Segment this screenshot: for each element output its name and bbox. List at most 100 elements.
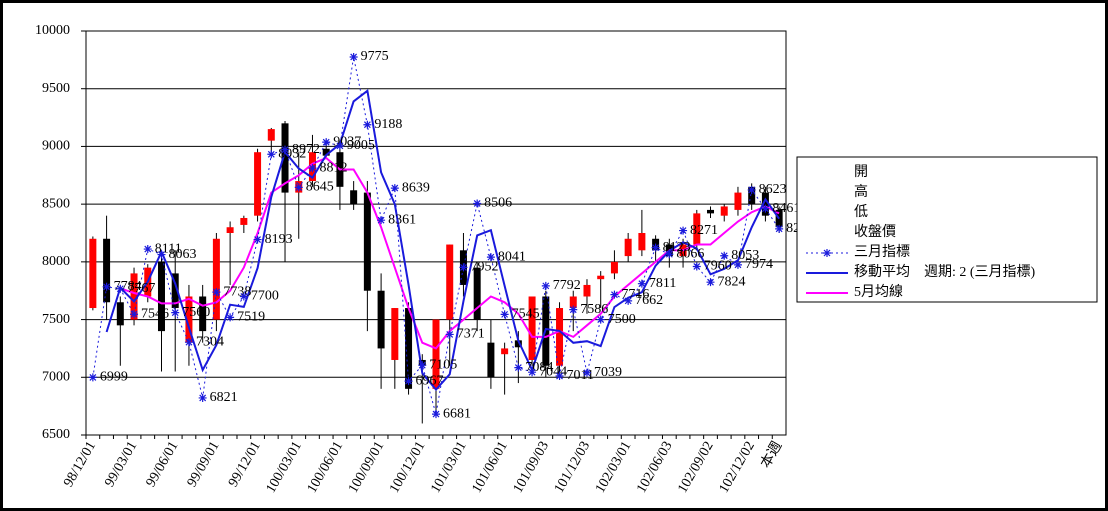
star-marker: [733, 260, 742, 269]
candle-body: [199, 296, 207, 332]
star-marker: [665, 250, 674, 259]
star-marker: [514, 363, 523, 372]
candle-body: [473, 267, 481, 320]
candle-body: [116, 302, 124, 326]
legend-label: 低: [854, 204, 868, 220]
candle-body: [487, 342, 495, 378]
star-marker: [432, 410, 440, 419]
star-marker: [761, 204, 770, 213]
star-marker: [651, 243, 660, 252]
x-tick-label: 101/06/01: [469, 439, 510, 496]
star-marker: [569, 305, 578, 314]
x-tick-label: 99/12/01: [226, 439, 264, 490]
data-label: 8066: [676, 246, 704, 261]
x-tick-label: 99/03/01: [102, 439, 140, 490]
star-marker: [692, 262, 701, 271]
data-label: 9775: [361, 49, 389, 64]
star-marker: [679, 226, 688, 235]
candle-body: [624, 238, 632, 257]
star-marker: [157, 250, 166, 259]
candle-body: [569, 296, 577, 309]
candle-body: [377, 290, 385, 349]
x-tick-label: 99/09/01: [185, 439, 223, 490]
y-tick-label: 8000: [42, 254, 70, 269]
star-marker: [335, 141, 344, 150]
star-marker: [390, 184, 399, 193]
y-tick-label: 6500: [42, 427, 70, 442]
star-marker: [253, 235, 262, 244]
star-marker: [500, 310, 509, 319]
star-marker: [267, 150, 276, 159]
data-label: 8041: [498, 249, 526, 264]
data-label: 8972: [292, 142, 320, 157]
candle-body: [514, 340, 522, 348]
data-label: 8361: [388, 212, 416, 227]
star-marker: [88, 373, 97, 382]
candle-body: [528, 296, 536, 360]
x-tick-label: 101/09/03: [511, 439, 552, 496]
candle-body: [583, 284, 591, 297]
x-tick-label: 100/03/01: [264, 439, 305, 496]
star-marker: [775, 224, 784, 233]
data-label: 7304: [196, 334, 224, 349]
star-marker: [747, 185, 756, 194]
candle-body: [391, 308, 399, 360]
candle-body: [103, 238, 111, 303]
x-tick-label: 本週: [758, 439, 786, 471]
candle-body: [157, 261, 165, 332]
candle-body: [171, 273, 179, 309]
x-tick-label: 100/09/01: [346, 439, 387, 496]
data-label: 7546: [141, 306, 169, 321]
data-label: 8506: [484, 196, 512, 211]
x-tick-label: 98/12/01: [61, 439, 99, 490]
star-marker: [239, 292, 248, 301]
data-label: 7500: [608, 312, 636, 327]
candle-body: [446, 244, 454, 320]
star-marker: [473, 199, 482, 208]
data-label: 7560: [182, 305, 210, 320]
star-marker: [212, 288, 221, 297]
legend-label: 5月均線: [854, 284, 903, 300]
star-marker: [184, 338, 193, 347]
candle-body: [212, 238, 220, 320]
star-marker: [171, 308, 180, 317]
data-label: 7700: [251, 289, 279, 304]
candle-body: [693, 213, 701, 245]
candle-body: [748, 186, 756, 205]
candle-body: [707, 209, 715, 214]
candle-body: [89, 238, 97, 309]
candle-body: [734, 192, 742, 210]
x-tick-label: 100/06/01: [305, 439, 346, 496]
index-line: [92, 56, 780, 415]
data-label: 8053: [731, 248, 759, 263]
data-label: 9188: [374, 117, 402, 132]
x-tick-label: 100/12/01: [387, 439, 428, 496]
data-label: 8271: [690, 223, 718, 238]
x-tick-label: 102/12/02: [717, 439, 758, 496]
candle-body: [610, 261, 618, 274]
star-marker: [102, 282, 111, 291]
data-label: 8461: [772, 201, 800, 216]
star-marker: [720, 251, 729, 260]
star-marker: [322, 138, 331, 147]
data-label: 6681: [443, 406, 471, 421]
data-label: 7792: [553, 278, 581, 293]
candle-body: [350, 190, 358, 205]
star-marker: [582, 368, 591, 377]
y-tick-label: 9000: [42, 139, 70, 154]
data-label: 7811: [649, 276, 676, 291]
candle-body: [363, 192, 371, 291]
star-marker: [555, 372, 564, 381]
x-tick-label: 102/09/02: [675, 439, 716, 496]
star-marker: [596, 315, 605, 324]
star-marker: [624, 296, 633, 305]
candle-body: [254, 152, 262, 216]
candle-body: [281, 123, 289, 193]
data-label: 9005: [347, 138, 375, 153]
candle-body: [240, 217, 248, 225]
star-marker: [404, 377, 413, 386]
y-tick-label: 7500: [42, 312, 70, 327]
star-marker: [130, 310, 139, 319]
star-marker: [823, 249, 831, 257]
